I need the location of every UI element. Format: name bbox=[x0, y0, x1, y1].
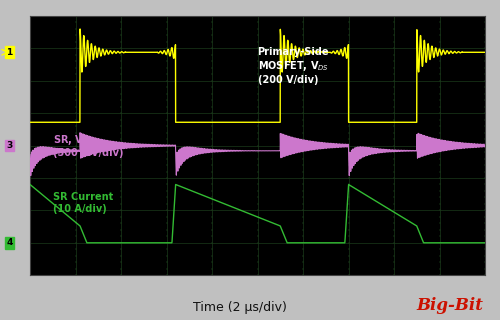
Text: 4: 4 bbox=[6, 238, 12, 247]
Text: Primary-Side
MOSFET, V$_{DS}$
(200 V/div): Primary-Side MOSFET, V$_{DS}$ (200 V/div… bbox=[258, 47, 329, 85]
Text: SR Current
(10 A/div): SR Current (10 A/div) bbox=[53, 192, 113, 214]
Text: 1: 1 bbox=[6, 48, 12, 57]
Text: Time (2 μs/div): Time (2 μs/div) bbox=[193, 301, 287, 314]
Text: 3: 3 bbox=[6, 141, 12, 150]
Text: SR, V$_{DS}$
(500 mV/div): SR, V$_{DS}$ (500 mV/div) bbox=[53, 132, 123, 158]
Text: Big-Bit: Big-Bit bbox=[416, 297, 484, 314]
